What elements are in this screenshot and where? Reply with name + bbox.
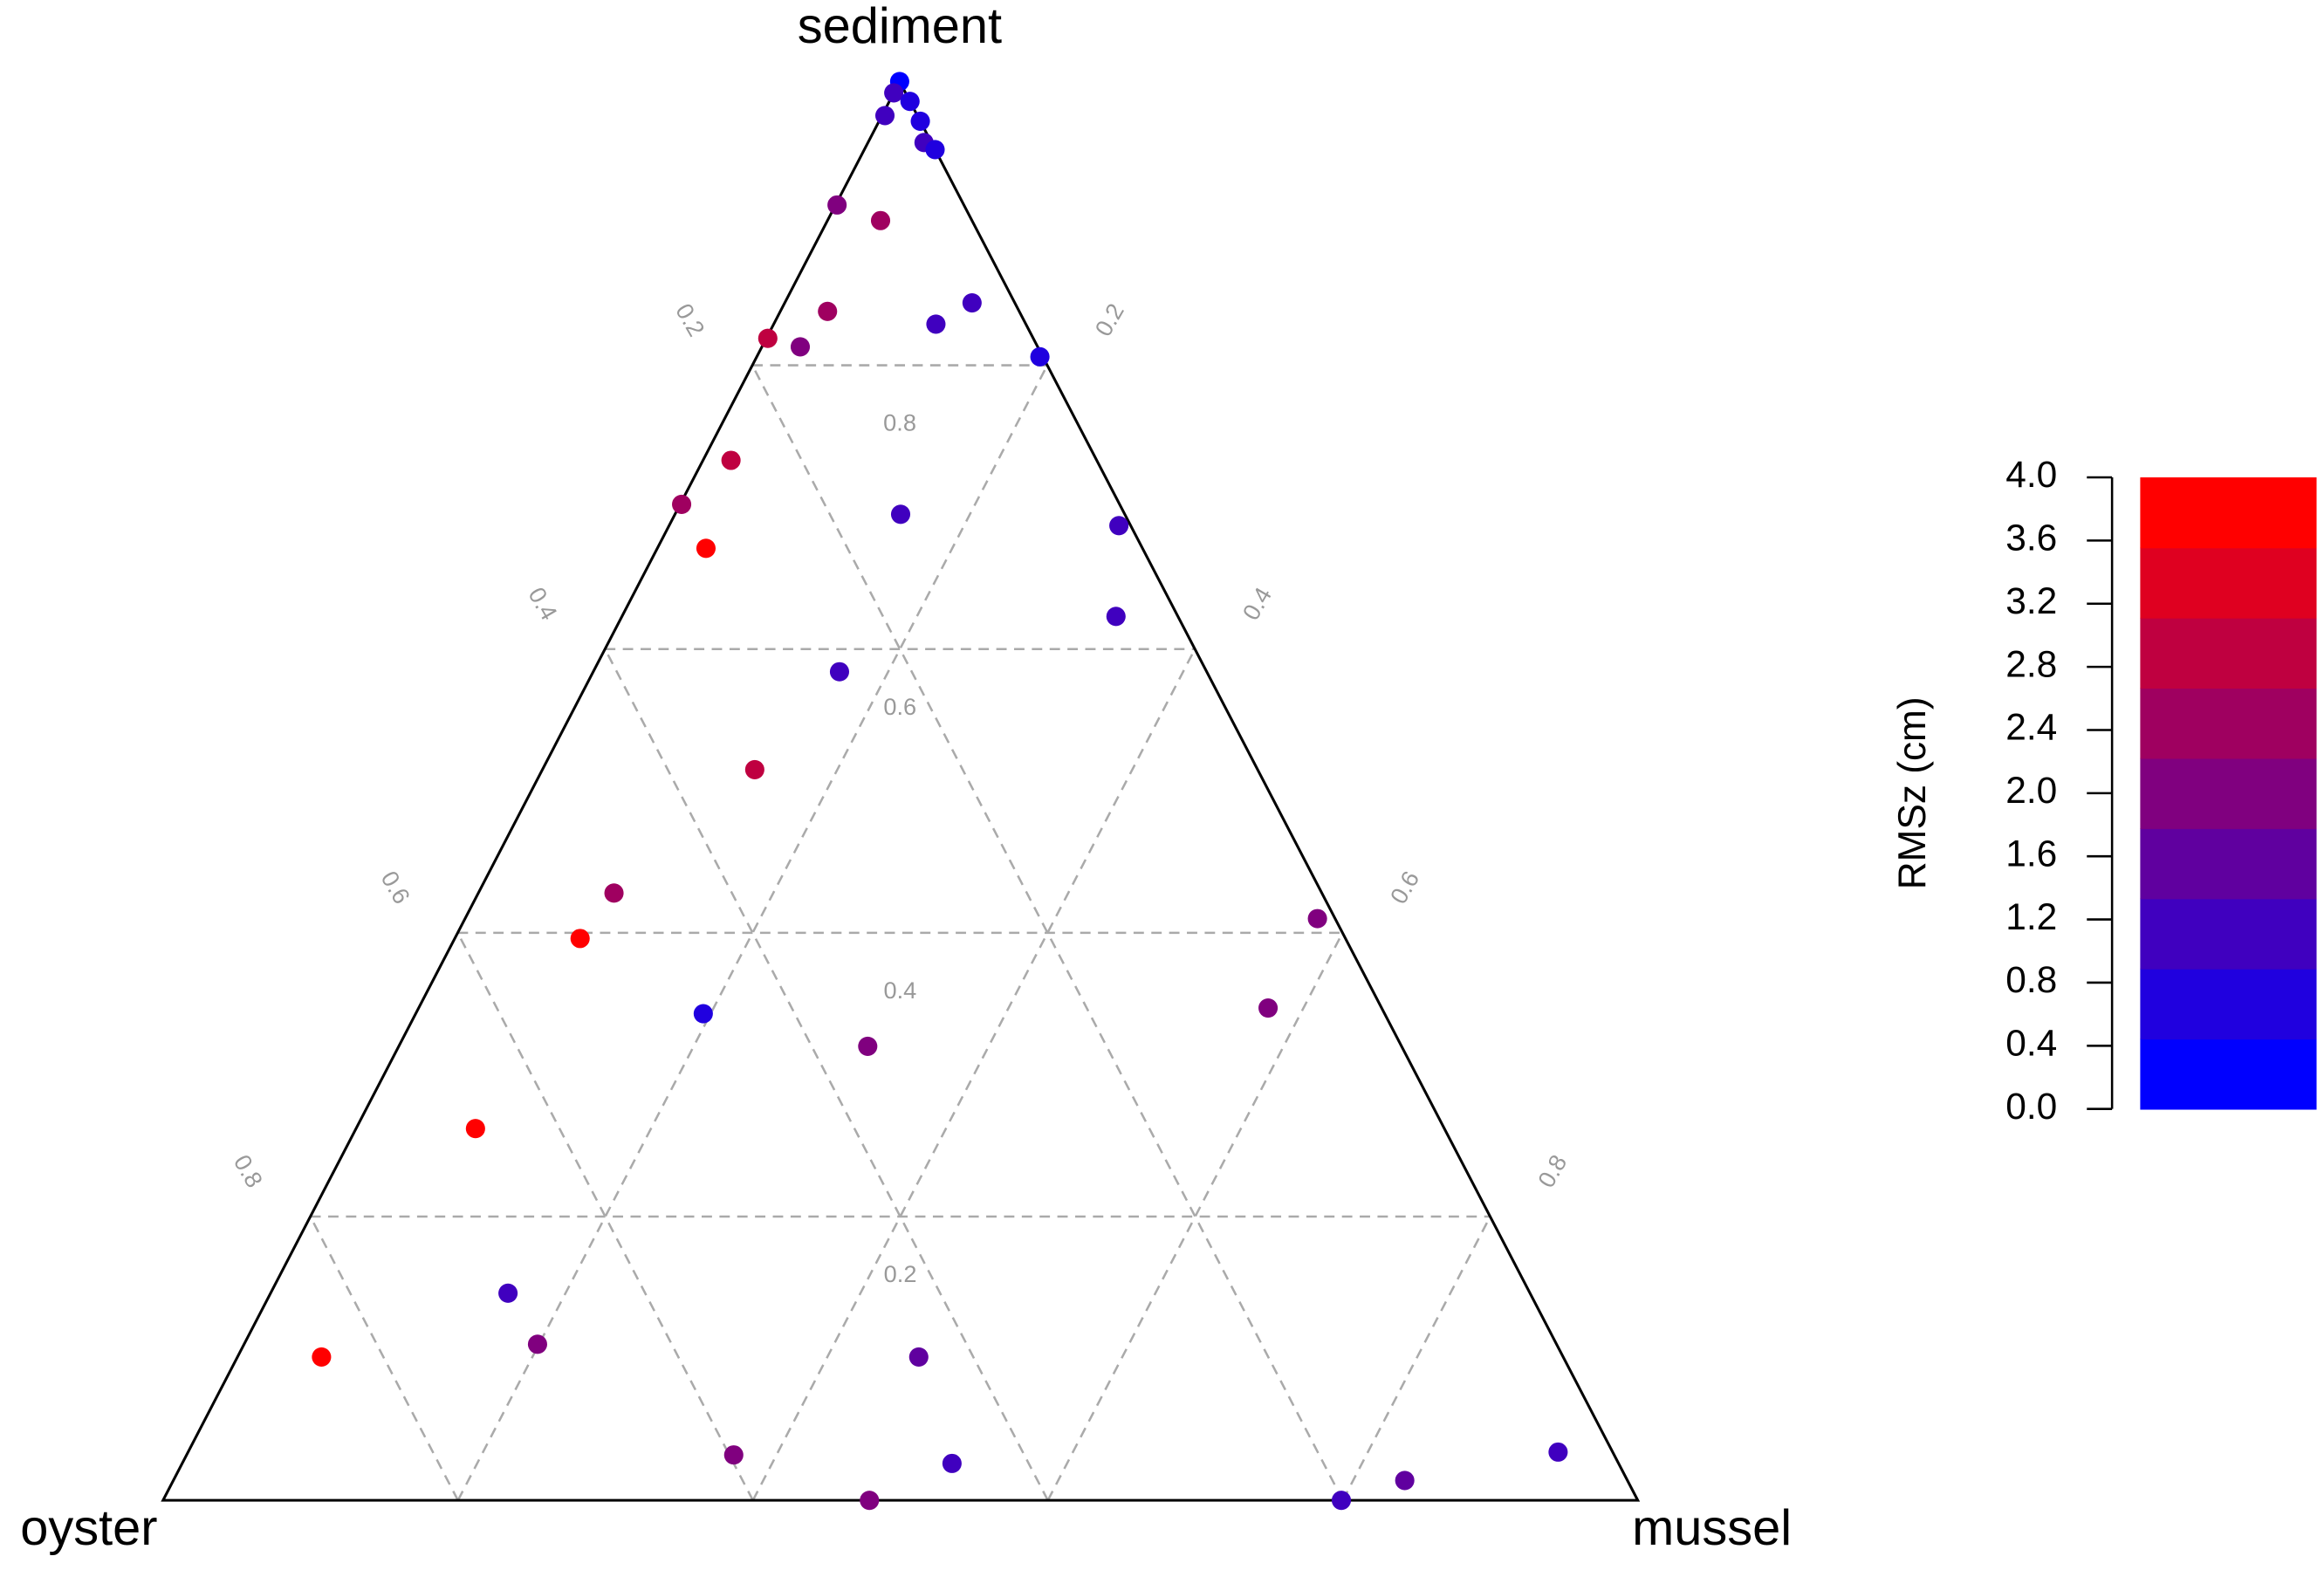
point <box>604 883 624 903</box>
colorbar-band <box>2140 968 2317 1040</box>
point <box>498 1283 518 1303</box>
point <box>758 328 778 348</box>
colorbar-tick-label: 3.2 <box>2005 580 2057 621</box>
oyster-tick-label: 0.4 <box>523 582 563 624</box>
point <box>570 929 590 949</box>
point <box>962 293 982 313</box>
sediment-tick-label: 0.8 <box>883 409 916 436</box>
colorbar-band <box>2140 1039 2317 1110</box>
point <box>829 662 850 682</box>
colorbar-tick-label: 2.0 <box>2005 770 2057 811</box>
point <box>1395 1471 1415 1491</box>
colorbar-band <box>2140 758 2317 829</box>
colorbar-tick-label: 4.0 <box>2005 454 2057 495</box>
point <box>723 1445 744 1465</box>
sediment-tick-label: 0.2 <box>884 1260 917 1287</box>
mussel-tick-label: 0.8 <box>1532 1150 1573 1192</box>
point <box>696 538 716 559</box>
point <box>721 450 741 470</box>
triangle-frame <box>161 79 1641 1502</box>
point <box>1106 607 1126 627</box>
colorbar-tick-label: 2.8 <box>2005 643 2057 684</box>
sediment-tick-label: 0.4 <box>884 977 917 1004</box>
point <box>925 140 945 160</box>
point <box>672 494 692 514</box>
mussel-tick-label: 0.2 <box>1089 298 1129 340</box>
oyster-tick-label: 0.2 <box>670 298 710 340</box>
point <box>1548 1442 1568 1462</box>
colorbar-title: RMSz (cm) <box>1891 696 1934 889</box>
colorbar-tick-label: 0.0 <box>2005 1086 2057 1127</box>
point <box>858 1036 878 1056</box>
point <box>874 106 895 126</box>
colorbar-tick-label: 1.6 <box>2005 833 2057 874</box>
point <box>890 504 911 524</box>
grid-line <box>751 648 1196 1501</box>
point <box>942 1453 962 1473</box>
point <box>312 1347 332 1368</box>
sediment-tick-label: 0.6 <box>883 693 916 720</box>
colorbar-tick-label: 2.4 <box>2005 707 2057 748</box>
point <box>860 1491 880 1511</box>
point <box>900 92 920 112</box>
mussel-label: mussel <box>1632 1500 1792 1556</box>
colorbar-band <box>2140 547 2317 619</box>
oyster-tick-label: 0.6 <box>376 867 416 908</box>
oyster-label: oyster <box>20 1500 157 1556</box>
colorbar-tick-label: 0.4 <box>2005 1023 2057 1064</box>
colorbar-band <box>2140 477 2317 549</box>
colorbar-tick-label: 0.8 <box>2005 959 2057 1000</box>
point <box>1030 346 1050 367</box>
point <box>827 195 847 215</box>
point <box>1307 908 1327 929</box>
grid-line <box>1341 1216 1491 1501</box>
colorbar-band <box>2140 898 2317 970</box>
point <box>465 1119 485 1139</box>
point <box>693 1004 713 1024</box>
oyster-tick-label: 0.8 <box>229 1150 269 1192</box>
colorbar-tick-label: 3.6 <box>2005 518 2057 559</box>
point <box>926 314 946 334</box>
point <box>884 83 904 103</box>
point <box>1109 516 1129 536</box>
point <box>818 301 838 321</box>
point <box>527 1334 547 1354</box>
colorbar-band <box>2140 688 2317 759</box>
grid-line <box>309 1216 459 1501</box>
point <box>1331 1491 1352 1511</box>
colorbar-band <box>2140 828 2317 900</box>
point <box>790 337 811 357</box>
colorbar-band <box>2140 617 2317 689</box>
mussel-tick-label: 0.4 <box>1237 582 1277 624</box>
sediment-label: sediment <box>798 0 1002 54</box>
point <box>870 210 891 230</box>
grid-line <box>604 648 1049 1501</box>
point <box>1258 998 1279 1018</box>
mussel-tick-label: 0.6 <box>1385 867 1425 908</box>
point <box>744 759 764 779</box>
colorbar-tick-label: 1.2 <box>2005 896 2057 937</box>
point <box>908 1347 929 1368</box>
point <box>910 111 930 131</box>
